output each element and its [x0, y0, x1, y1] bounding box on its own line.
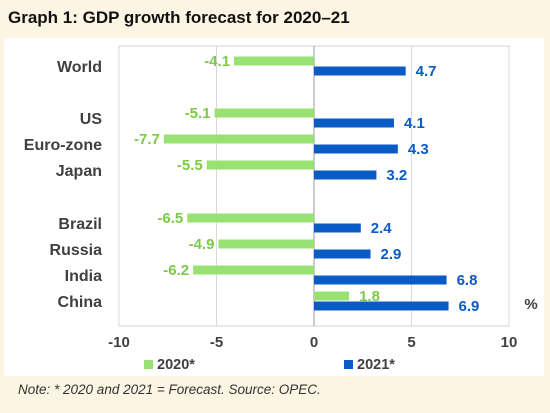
- bar-2021: [314, 275, 447, 285]
- chart-note: Note: * 2020 and 2021 = Forecast. Source…: [18, 382, 321, 397]
- bar-2021: [314, 144, 398, 154]
- bar-2020: [163, 134, 314, 144]
- legend-swatch-2020: [144, 360, 153, 369]
- bar-2020: [234, 56, 314, 66]
- data-label: 1.8: [359, 288, 380, 305]
- data-label: 4.7: [416, 63, 437, 80]
- bar-2021: [314, 223, 361, 233]
- legend-label-2020: 2020*: [157, 357, 195, 373]
- x-tick-label: -5: [210, 334, 223, 351]
- data-label: -7.7: [134, 131, 160, 148]
- legend-swatch-2021: [344, 360, 353, 369]
- data-label: -5.5: [177, 157, 203, 174]
- bar-2021: [314, 66, 406, 76]
- category-label: Euro-zone: [24, 137, 102, 154]
- bar-2020: [206, 160, 314, 170]
- data-label: -6.2: [163, 262, 189, 279]
- chart-title: Graph 1: GDP growth forecast for 2020–21: [8, 8, 350, 27]
- category-label: Russia: [50, 242, 103, 259]
- bar-2020: [218, 239, 314, 249]
- x-tick-label: -10: [108, 334, 130, 351]
- bar-2020: [193, 265, 314, 275]
- labels-layer: -10 -5 0 5 10% World -4.1 4.7 US -5.1 4.1 Euro-zone…: [24, 53, 538, 351]
- bar-2021: [314, 170, 377, 180]
- bar-2020: [187, 213, 314, 223]
- x-tick-label: 5: [407, 334, 415, 351]
- bar-2020: [214, 108, 314, 118]
- legend: 2020* 2021*: [144, 357, 395, 373]
- bar-chart: -10 -5 0 5 10% World -4.1 4.7 US -5.1 4.1 Euro-zone…: [24, 45, 538, 373]
- data-label: -6.5: [157, 210, 183, 227]
- x-tick-label: 0: [310, 334, 318, 351]
- data-label: -4.1: [204, 53, 230, 70]
- category-label: China: [58, 294, 103, 311]
- category-label: US: [80, 111, 103, 128]
- data-label: 6.8: [457, 272, 478, 289]
- x-tick-label: 10: [501, 334, 518, 351]
- unit-label: %: [524, 296, 537, 313]
- data-label: 4.1: [404, 115, 425, 132]
- bars-layer: [163, 56, 449, 311]
- bar-2021: [314, 249, 371, 259]
- category-label: Brazil: [58, 216, 102, 233]
- data-label: 6.9: [459, 298, 480, 315]
- data-label: 2.9: [381, 246, 402, 263]
- category-label: World: [57, 59, 102, 76]
- data-label: 3.2: [386, 167, 407, 184]
- data-label: -5.1: [185, 105, 211, 122]
- bar-2021: [314, 301, 449, 311]
- bar-2021: [314, 118, 394, 128]
- legend-label-2021: 2021*: [357, 357, 395, 373]
- data-label: 2.4: [371, 220, 393, 237]
- data-label: -4.9: [189, 236, 215, 253]
- chart-panel: -10 -5 0 5 10% World -4.1 4.7 US -5.1 4.1 Euro-zone…: [4, 38, 544, 376]
- bar-2020: [314, 291, 350, 301]
- data-label: 4.3: [408, 141, 429, 158]
- category-label: India: [65, 268, 102, 285]
- category-label: Japan: [56, 163, 102, 180]
